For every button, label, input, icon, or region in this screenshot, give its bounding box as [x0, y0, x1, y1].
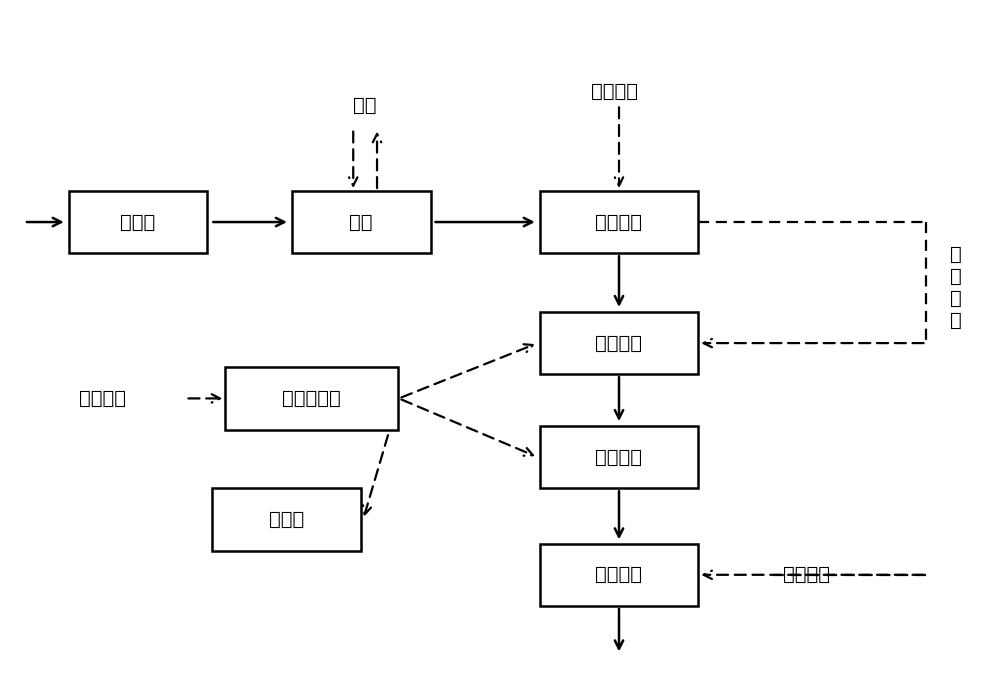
FancyBboxPatch shape [212, 489, 361, 551]
Text: 热水: 热水 [353, 96, 377, 115]
Text: 三级蒸发: 三级蒸发 [596, 448, 642, 467]
Text: 一次蒸汽: 一次蒸汽 [783, 566, 830, 584]
Text: 预处理: 预处理 [120, 213, 156, 232]
Text: 一次蒸汽: 一次蒸汽 [79, 389, 126, 408]
Text: 一级蒸发: 一级蒸发 [596, 213, 642, 232]
FancyBboxPatch shape [292, 191, 431, 253]
FancyBboxPatch shape [540, 191, 698, 253]
FancyBboxPatch shape [540, 426, 698, 489]
Text: 二
次
蒸
汽: 二 次 蒸 汽 [950, 245, 962, 330]
Text: 预热: 预热 [349, 213, 373, 232]
Text: 二级蒸发: 二级蒸发 [596, 334, 642, 353]
FancyBboxPatch shape [69, 191, 207, 253]
Text: 抽真空: 抽真空 [269, 510, 304, 529]
Text: 一次蒸汽: 一次蒸汽 [591, 82, 638, 101]
FancyBboxPatch shape [540, 544, 698, 606]
Text: 蒸汽喷射泵: 蒸汽喷射泵 [282, 389, 341, 408]
FancyBboxPatch shape [540, 312, 698, 374]
FancyBboxPatch shape [225, 368, 398, 430]
Text: 四级蒸发: 四级蒸发 [596, 566, 642, 584]
